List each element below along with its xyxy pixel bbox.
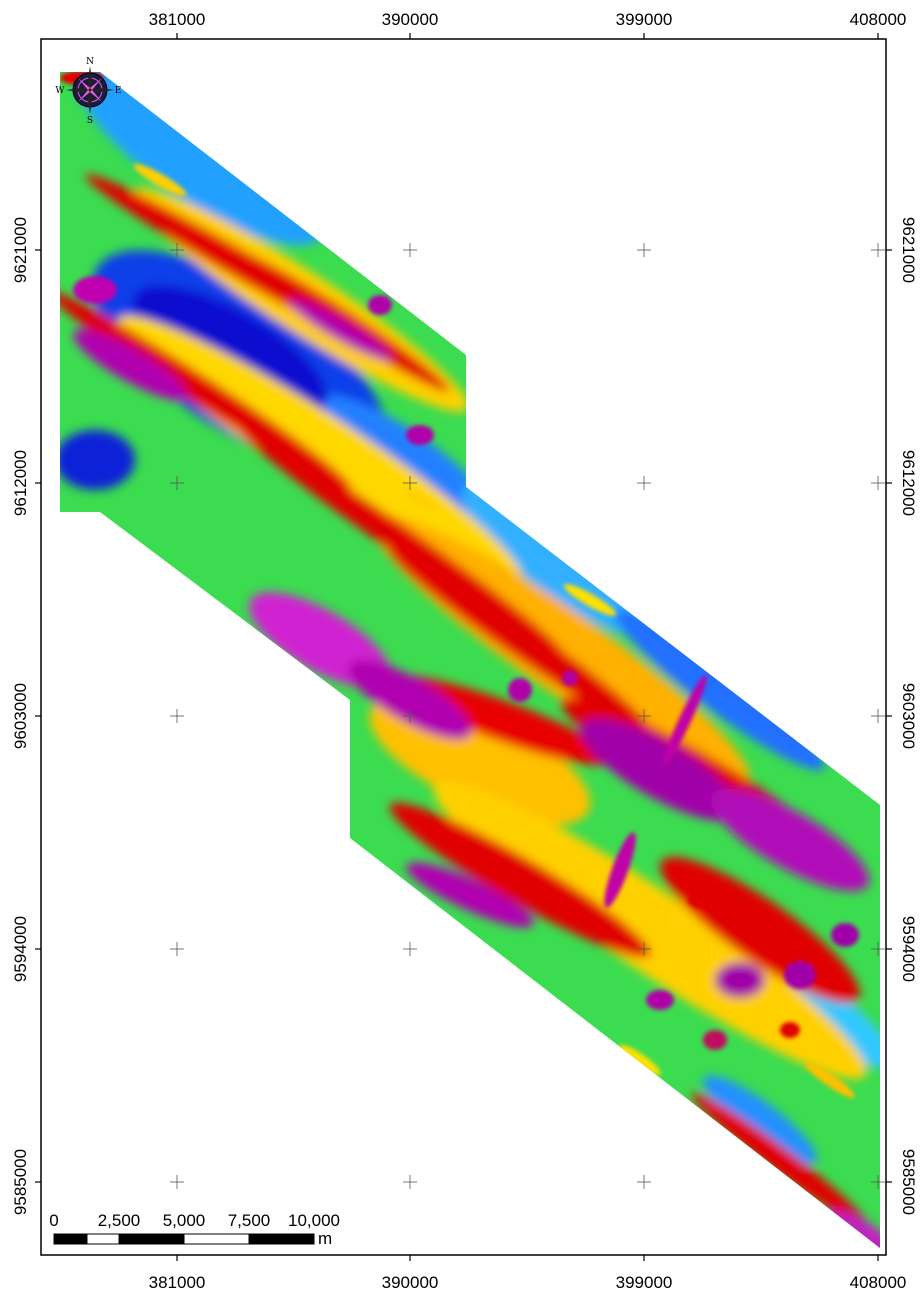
map-frame — [40, 38, 887, 1256]
scale-bar-segment — [118, 1233, 185, 1245]
y-axis-right: 9621000 9612000 9603000 9594000 9585000 — [886, 217, 918, 1215]
scale-bar-segment — [86, 1233, 120, 1245]
y-axis-left: 9621000 9612000 9603000 9594000 9585000 — [11, 217, 41, 1215]
grid-crosses — [170, 243, 885, 1189]
scale-label: 7,500 — [228, 1211, 271, 1230]
x-tick-label: 399000 — [616, 1273, 673, 1292]
north-arrow-icon: N S E W — [55, 57, 121, 126]
y-tick-label: 9603000 — [899, 683, 918, 749]
x-axis-bottom: 381000 390000 399000 408000 — [149, 1255, 907, 1292]
y-tick-label: 9594000 — [11, 916, 30, 982]
x-tick-label: 381000 — [149, 10, 206, 29]
scale-label: 2,500 — [98, 1211, 141, 1230]
y-tick-label: 9603000 — [11, 683, 30, 749]
y-tick-label: 9612000 — [899, 450, 918, 516]
y-tick-label: 9621000 — [899, 217, 918, 283]
scale-label: 0 — [49, 1211, 58, 1230]
x-tick-label: 408000 — [850, 10, 907, 29]
x-tick-label: 390000 — [382, 1273, 439, 1292]
scale-label: 10,000 — [288, 1211, 340, 1230]
x-tick-label: 399000 — [616, 10, 673, 29]
x-tick-label: 381000 — [149, 1273, 206, 1292]
x-axis-top: 381000 390000 399000 408000 — [149, 10, 907, 39]
compass-west-label: W — [55, 86, 65, 96]
y-tick-label: 9612000 — [11, 450, 30, 516]
scale-bar-segment — [53, 1233, 88, 1245]
y-tick-label: 9594000 — [899, 916, 918, 982]
scale-bar-segment — [183, 1233, 250, 1245]
scale-label: 5,000 — [163, 1211, 206, 1230]
scale-unit: m — [318, 1229, 332, 1248]
compass-south-label: S — [87, 116, 93, 126]
compass-east-label: E — [115, 86, 122, 96]
y-tick-label: 9621000 — [11, 217, 30, 283]
compass-north-label: N — [86, 57, 94, 67]
y-tick-label: 9585000 — [899, 1149, 918, 1215]
magnetic-anomaly-raster — [60, 72, 880, 1248]
scale-bar: 0 2,500 5,000 7,500 10,000 m — [49, 1211, 340, 1248]
x-tick-label: 390000 — [382, 10, 439, 29]
y-tick-label: 9585000 — [11, 1149, 30, 1215]
scale-bar-segment — [248, 1233, 315, 1245]
x-tick-label: 408000 — [850, 1273, 907, 1292]
